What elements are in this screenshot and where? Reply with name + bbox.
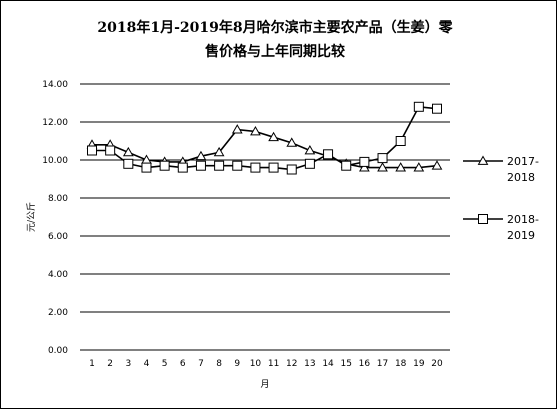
data-point-square xyxy=(432,103,442,114)
data-point-triangle xyxy=(286,137,298,147)
x-tick-label: 5 xyxy=(162,359,168,369)
data-point-triangle xyxy=(122,146,134,157)
data-point-square xyxy=(359,156,370,167)
x-tick-label: 19 xyxy=(413,359,425,369)
data-point-square xyxy=(105,145,116,156)
y-tick-label: 2.00 xyxy=(48,308,68,318)
legend-label: 2017- xyxy=(507,155,539,168)
data-point-square xyxy=(159,160,170,171)
x-tick-label: 10 xyxy=(250,359,262,369)
y-tick-label: 14.00 xyxy=(42,80,68,90)
data-point-square xyxy=(341,160,352,171)
data-point-square xyxy=(214,160,225,171)
legend-marker-square xyxy=(478,214,488,224)
data-point-square xyxy=(286,164,297,175)
data-point-square xyxy=(123,158,134,169)
data-point-square xyxy=(232,160,243,171)
y-tick-label: 10.00 xyxy=(42,156,68,166)
data-point-triangle xyxy=(413,162,425,172)
data-point-square xyxy=(141,162,152,173)
data-point-square xyxy=(250,162,261,173)
x-tick-label: 3 xyxy=(125,359,131,369)
data-point-triangle xyxy=(213,146,225,157)
data-point-square xyxy=(413,101,424,112)
x-tick-label: 14 xyxy=(322,359,334,369)
data-point-square xyxy=(87,145,97,156)
data-point-triangle xyxy=(231,124,243,134)
data-point-square xyxy=(323,149,334,160)
x-tick-label: 9 xyxy=(234,359,240,369)
y-tick-label: 8.00 xyxy=(48,194,68,204)
data-point-triangle xyxy=(250,125,261,136)
x-tick-label: 20 xyxy=(431,359,443,369)
data-point-square xyxy=(377,153,388,164)
data-point-triangle xyxy=(395,162,407,172)
x-tick-label: 12 xyxy=(286,359,297,369)
x-tick-label: 17 xyxy=(377,359,388,369)
x-tick-label: 13 xyxy=(304,359,315,369)
legend-label: 2018- xyxy=(507,213,539,226)
chart-title-line-1: 2018年1月-2019年8月哈尔滨市主要农产品（生姜）零 xyxy=(97,20,453,36)
chart-title-line-2: 售价格与上年同期比较 xyxy=(205,44,345,60)
data-point-square xyxy=(195,160,206,171)
data-point-triangle xyxy=(359,162,370,172)
y-tick-label: 6.00 xyxy=(48,232,68,242)
x-tick-label: 2 xyxy=(107,359,113,369)
y-tick-label: 0.00 xyxy=(48,346,68,356)
data-point-triangle xyxy=(195,150,207,161)
legend-label: 2019 xyxy=(507,229,535,242)
x-tick-label: 8 xyxy=(216,359,222,369)
data-point-triangle xyxy=(377,162,388,172)
y-tick-label: 12.00 xyxy=(42,118,68,128)
data-point-triangle xyxy=(431,160,443,170)
data-point-square xyxy=(395,136,406,146)
x-tick-label: 16 xyxy=(359,359,371,369)
chart-title: 2018年1月-2019年8月哈尔滨市主要农产品（生姜）零 售价格与上年同期比较 xyxy=(40,16,510,64)
x-tick-label: 6 xyxy=(180,359,186,369)
x-tick-label: 7 xyxy=(198,359,204,369)
data-point-triangle xyxy=(304,144,316,155)
data-point-triangle xyxy=(268,131,279,142)
data-point-square xyxy=(268,162,279,173)
legend-marker-triangle xyxy=(477,155,489,165)
x-tick-label: 1 xyxy=(89,359,95,369)
legend-label: 2018 xyxy=(507,171,535,184)
x-tick-label: 18 xyxy=(395,359,407,369)
y-axis-label: 元/公斤 xyxy=(26,202,37,232)
data-point-square xyxy=(177,162,188,173)
x-tick-label: 4 xyxy=(144,359,150,369)
x-axis-label: 月 xyxy=(260,379,269,390)
data-point-square xyxy=(304,158,315,169)
x-tick-label: 15 xyxy=(340,359,351,369)
y-tick-label: 4.00 xyxy=(48,270,68,280)
x-tick-label: 11 xyxy=(268,359,279,369)
